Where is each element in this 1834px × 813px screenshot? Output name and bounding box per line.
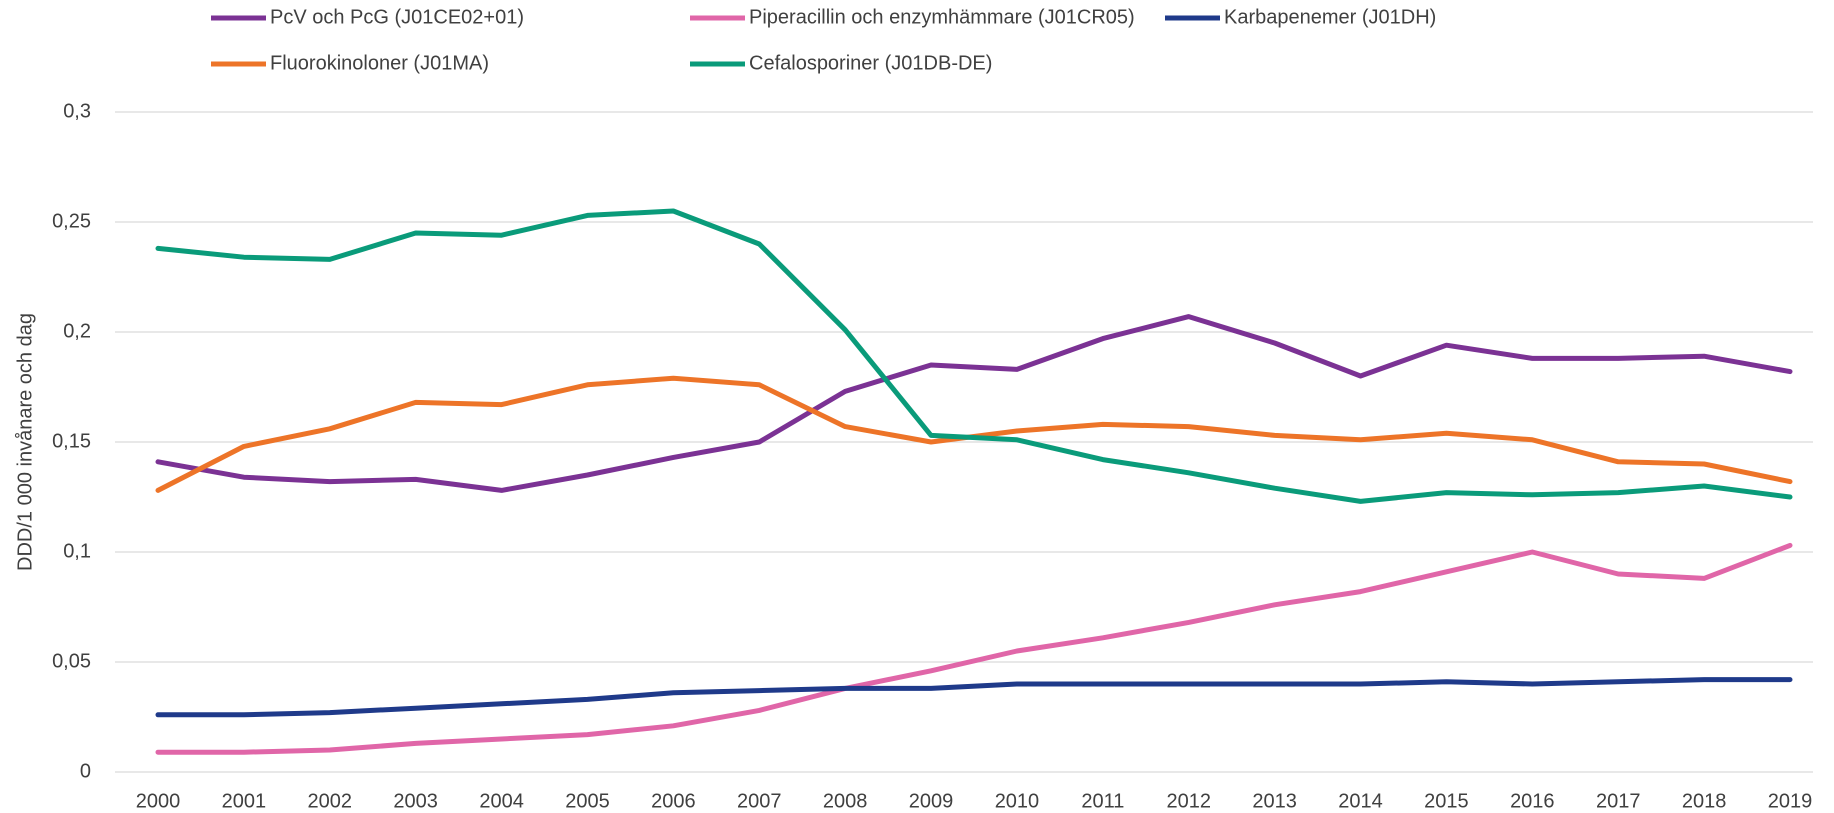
series-line <box>155 375 1793 493</box>
x-tick-label: 2012 <box>1166 790 1211 812</box>
x-tick-label: 2018 <box>1682 790 1727 812</box>
legend-label: Piperacillin och enzymhämmare (J01CR05) <box>749 6 1135 28</box>
y-tick-label: 0,05 <box>52 650 91 672</box>
x-tick-label: 2009 <box>909 790 954 812</box>
legend-label: PcV och PcG (J01CE02+01) <box>270 6 524 28</box>
y-tick-label: 0,2 <box>63 320 91 342</box>
y-axis-label: DDD/1 000 invånare och dag <box>14 313 36 571</box>
x-tick-label: 2008 <box>823 790 868 812</box>
x-tick-label: 2004 <box>479 790 524 812</box>
series-line <box>155 677 1793 718</box>
legend-label: Fluorokinoloner (J01MA) <box>270 52 489 74</box>
series-line <box>155 208 1793 504</box>
x-tick-label: 2000 <box>136 790 181 812</box>
x-tick-label: 2015 <box>1424 790 1469 812</box>
y-tick-label: 0,3 <box>63 100 91 122</box>
x-tick-label: 2001 <box>222 790 267 812</box>
x-tick-label: 2013 <box>1252 790 1297 812</box>
series-line <box>155 542 1793 755</box>
legend-label: Karbapenemer (J01DH) <box>1224 6 1436 28</box>
x-tick-label: 2005 <box>565 790 610 812</box>
y-tick-label: 0,25 <box>52 210 91 232</box>
x-tick-label: 2006 <box>651 790 696 812</box>
series-line <box>155 314 1793 493</box>
legend-label: Cefalosporiner (J01DB-DE) <box>749 52 992 74</box>
x-tick-label: 2003 <box>393 790 438 812</box>
x-tick-label: 2010 <box>995 790 1040 812</box>
x-tick-label: 2014 <box>1338 790 1383 812</box>
y-tick-label: 0,1 <box>63 540 91 562</box>
y-tick-label: 0,15 <box>52 430 91 452</box>
x-tick-label: 2016 <box>1510 790 1555 812</box>
x-tick-label: 2017 <box>1596 790 1641 812</box>
x-tick-label: 2007 <box>737 790 782 812</box>
x-tick-label: 2002 <box>308 790 353 812</box>
x-tick-label: 2011 <box>1081 790 1124 812</box>
x-tick-label: 2019 <box>1768 790 1813 812</box>
y-tick-label: 0 <box>80 760 91 782</box>
